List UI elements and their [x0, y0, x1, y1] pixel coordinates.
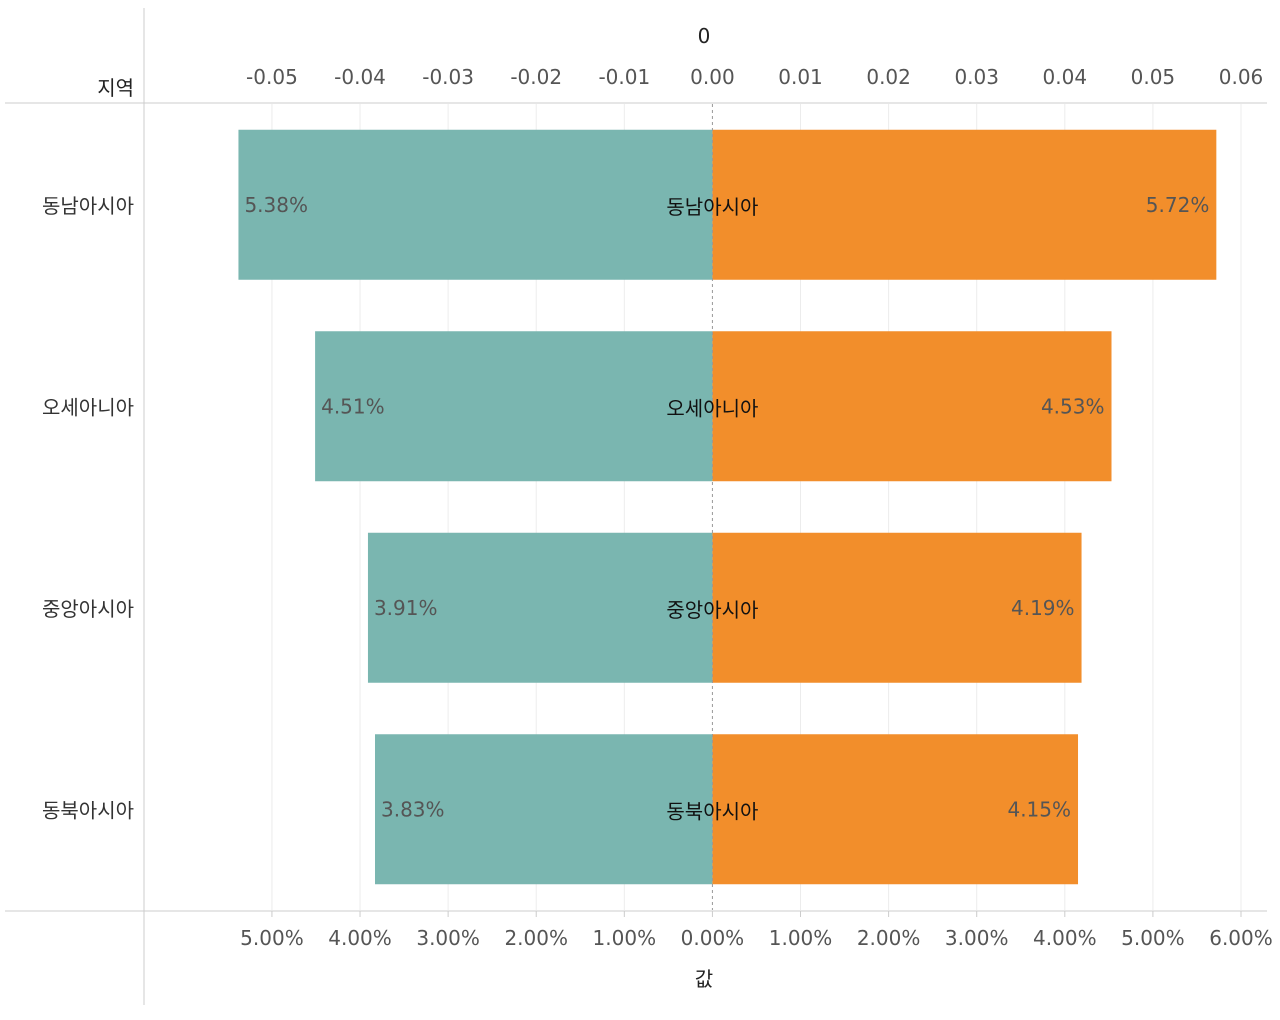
top-tick-label: 0.00: [690, 65, 735, 89]
chart-frame: [5, 8, 1267, 1005]
category-row-label: 중앙아시아: [42, 597, 134, 621]
bottom-tick-label: 1.00%: [769, 926, 833, 950]
top-tick-label: 0.03: [954, 65, 999, 89]
bar-right: [712, 532, 1082, 683]
bottom-tick-label: 3.00%: [945, 926, 1009, 950]
bottom-tick-label: 4.00%: [1033, 926, 1097, 950]
bar-right: [712, 331, 1112, 482]
bottom-tick-label: 6.00%: [1209, 926, 1273, 950]
data-label-right: 4.53%: [1041, 394, 1105, 418]
data-label-left: 5.38%: [244, 193, 308, 217]
category-row-label: 동북아시아: [42, 798, 134, 822]
row-header-title: 지역: [97, 76, 134, 100]
top-tick-label: 0.06: [1219, 65, 1264, 89]
category-center-label: 중앙아시아: [666, 598, 758, 622]
data-label-right: 5.72%: [1146, 193, 1210, 217]
category-row-label: 동남아시아: [42, 194, 134, 218]
bottom-tick-label: 0.00%: [681, 926, 745, 950]
bottom-tick-label: 1.00%: [593, 926, 657, 950]
data-label-right: 4.15%: [1007, 797, 1071, 821]
bottom-tick-label: 5.00%: [1121, 926, 1185, 950]
bottom-tick-label: 2.00%: [857, 926, 921, 950]
top-tick-label: -0.01: [598, 65, 650, 89]
category-center-label: 오세아니아: [666, 396, 758, 420]
data-label-left: 3.83%: [381, 797, 445, 821]
top-axis-title: 0: [698, 24, 711, 48]
bar-left: [315, 331, 713, 482]
bar-left: [367, 532, 713, 683]
bottom-tick-label: 3.00%: [416, 926, 480, 950]
bars: [238, 129, 1217, 885]
bottom-tick-label: 5.00%: [240, 926, 304, 950]
top-tick-label: 0.04: [1043, 65, 1088, 89]
top-tick-label: -0.02: [510, 65, 562, 89]
bar-right: [712, 734, 1079, 885]
data-label-left: 4.51%: [321, 394, 385, 418]
bar-right: [712, 129, 1217, 280]
top-tick-label: -0.05: [246, 65, 298, 89]
category-center-label: 동남아시아: [666, 195, 758, 219]
top-tick-label: 0.01: [778, 65, 823, 89]
bar-left: [238, 129, 713, 280]
bottom-tick-label: 4.00%: [328, 926, 392, 950]
category-row-label: 오세아니아: [42, 395, 134, 419]
data-label-left: 3.91%: [374, 596, 438, 620]
bottom-tick-label: 2.00%: [504, 926, 568, 950]
axes: 0 지역 값 -0.05 5.00% -0.04 4.00% -0.03 3.00% -0.…: [42, 24, 1273, 991]
data-label-right: 4.19%: [1011, 596, 1075, 620]
top-tick-label: 0.05: [1131, 65, 1176, 89]
bottom-axis-title: 값: [695, 967, 713, 991]
top-tick-label: -0.03: [422, 65, 474, 89]
category-center-label: 동북아시아: [666, 799, 758, 823]
data-labels: 5.38% 5.72% 동남아시아 4.51% 4.53% 오세아니아 3.91% 4.19%…: [244, 193, 1209, 824]
top-tick-label: -0.04: [334, 65, 386, 89]
top-tick-label: 0.02: [866, 65, 911, 89]
bar-left: [375, 734, 713, 885]
